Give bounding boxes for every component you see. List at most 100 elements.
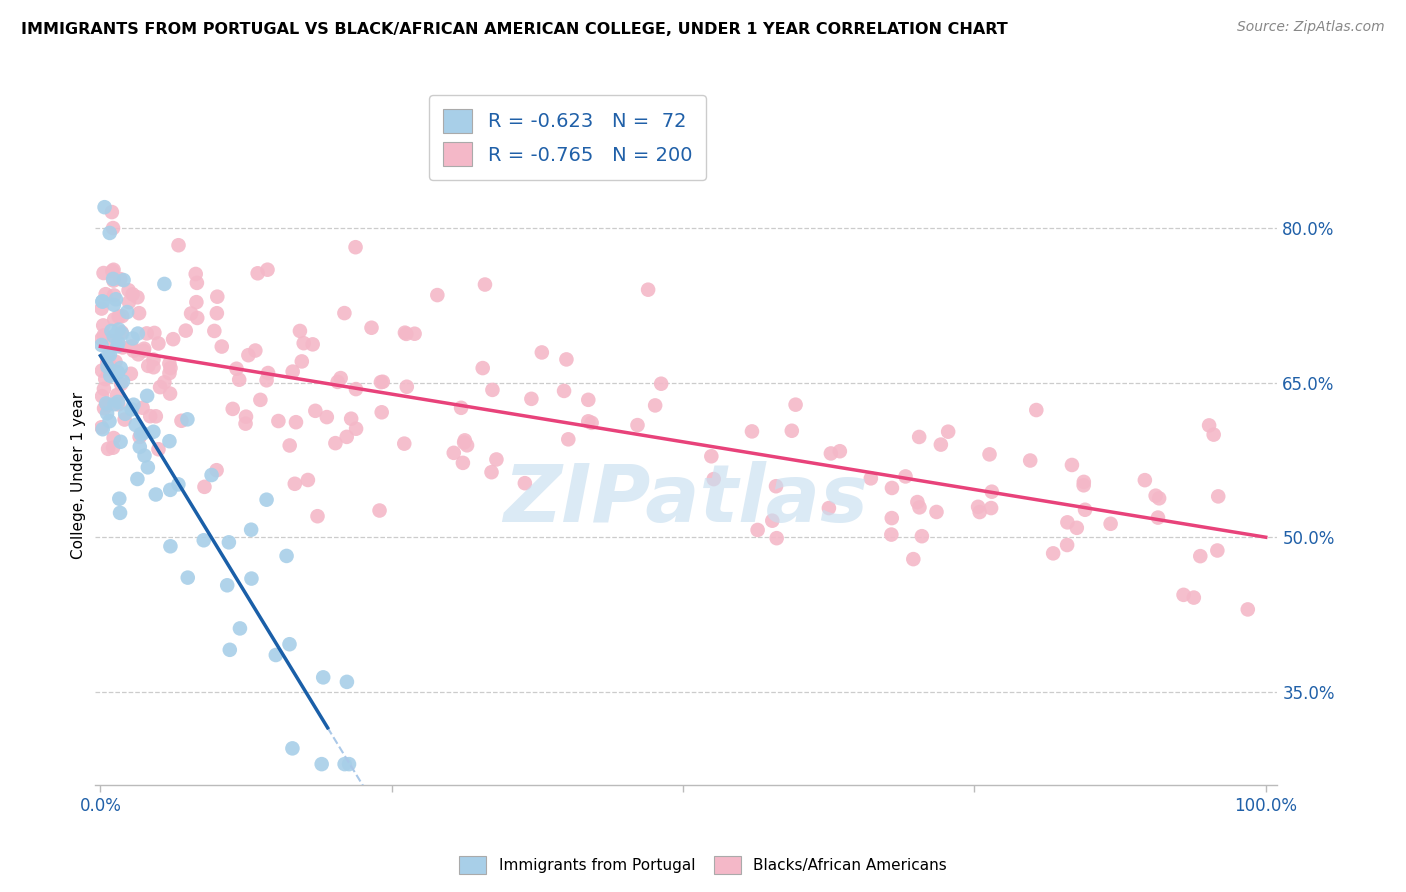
Point <box>454 434 477 448</box>
Point <box>145 487 167 501</box>
Point <box>312 670 335 684</box>
Point <box>1147 510 1170 524</box>
Point <box>96 406 118 420</box>
Point <box>159 483 181 497</box>
Point <box>1206 543 1229 558</box>
Point <box>741 425 763 439</box>
Point <box>127 472 149 486</box>
Point <box>118 295 141 310</box>
Point <box>1173 588 1195 602</box>
Point <box>395 326 418 341</box>
Point <box>112 273 135 287</box>
Point <box>700 450 723 464</box>
Point <box>450 401 472 415</box>
Point <box>145 409 167 424</box>
Point <box>1073 478 1095 492</box>
Point <box>105 388 128 402</box>
Point <box>153 277 176 291</box>
Point <box>136 460 159 475</box>
Point <box>97 348 120 362</box>
Point <box>98 414 121 428</box>
Point <box>142 425 165 439</box>
Legend: R = -0.623   N =  72, R = -0.765   N = 200: R = -0.623 N = 72, R = -0.765 N = 200 <box>429 95 706 179</box>
Point <box>103 364 125 378</box>
Point <box>471 361 494 376</box>
Point <box>644 398 666 412</box>
Point <box>820 446 842 460</box>
Point <box>967 500 990 514</box>
Point <box>91 389 114 403</box>
Point <box>107 395 129 409</box>
Text: IMMIGRANTS FROM PORTUGAL VS BLACK/AFRICAN AMERICAN COLLEGE, UNDER 1 YEAR CORRELA: IMMIGRANTS FROM PORTUGAL VS BLACK/AFRICA… <box>21 22 1008 37</box>
Point <box>284 476 307 491</box>
Point <box>101 205 124 219</box>
Point <box>103 288 125 302</box>
Point <box>1066 521 1088 535</box>
Point <box>143 326 166 340</box>
Point <box>1198 418 1220 433</box>
Point <box>278 637 301 651</box>
Point <box>103 262 125 277</box>
Point <box>93 328 115 343</box>
Point <box>650 376 672 391</box>
Point <box>818 501 841 516</box>
Point <box>370 405 392 419</box>
Point <box>1182 591 1205 605</box>
Point <box>238 348 260 362</box>
Point <box>186 310 208 325</box>
Point <box>174 324 197 338</box>
Point <box>111 309 134 323</box>
Point <box>828 444 851 458</box>
Point <box>576 414 599 428</box>
Point <box>90 420 112 434</box>
Point <box>157 434 180 449</box>
Point <box>176 412 198 426</box>
Point <box>267 414 290 428</box>
Point <box>1099 516 1122 531</box>
Point <box>202 324 225 338</box>
Point <box>91 294 114 309</box>
Point <box>207 290 229 304</box>
Point <box>100 324 122 338</box>
Point <box>859 471 882 485</box>
Point <box>229 622 252 636</box>
Point <box>257 366 280 380</box>
Point <box>249 392 271 407</box>
Point <box>110 272 132 286</box>
Point <box>785 398 807 412</box>
Point <box>93 401 115 416</box>
Point <box>98 226 121 240</box>
Point <box>285 415 308 429</box>
Point <box>513 476 536 491</box>
Point <box>1025 403 1047 417</box>
Point <box>903 552 925 566</box>
Point <box>186 276 208 290</box>
Point <box>107 365 129 379</box>
Point <box>905 495 928 509</box>
Point <box>98 348 121 362</box>
Point <box>281 365 304 379</box>
Point <box>159 539 181 553</box>
Point <box>703 472 725 486</box>
Point <box>121 331 143 345</box>
Point <box>110 360 132 375</box>
Point <box>93 200 115 214</box>
Point <box>333 306 356 320</box>
Point <box>925 505 948 519</box>
Point <box>1042 546 1064 560</box>
Point <box>1056 516 1078 530</box>
Point <box>159 386 181 401</box>
Point <box>1060 458 1083 472</box>
Point <box>780 424 803 438</box>
Point <box>124 417 146 432</box>
Point <box>159 361 181 376</box>
Point <box>453 435 475 450</box>
Point <box>979 447 1001 461</box>
Point <box>103 298 125 312</box>
Point <box>98 368 121 383</box>
Point <box>111 340 134 354</box>
Point <box>121 339 143 353</box>
Point <box>205 463 228 477</box>
Point <box>184 267 207 281</box>
Point <box>115 305 138 319</box>
